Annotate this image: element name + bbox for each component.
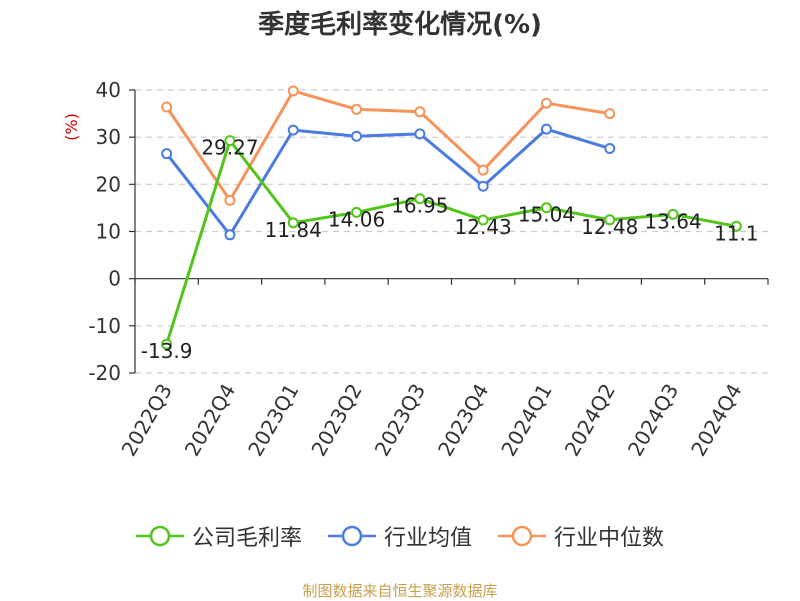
- data-label: 15.04: [518, 203, 575, 227]
- data-label: 16.95: [391, 194, 448, 218]
- x-tick-label: 2022Q4: [180, 380, 240, 461]
- data-point: [351, 130, 363, 142]
- data-point: [477, 214, 489, 226]
- x-tick-label: 2024Q1: [496, 380, 556, 461]
- data-label: 11.1: [714, 221, 759, 245]
- legend-label-industry-mean: 行业均值: [383, 526, 472, 551]
- data-label: 12.43: [455, 215, 512, 239]
- series-0: [161, 135, 742, 350]
- data-point: [477, 180, 489, 192]
- x-tick-label: 2023Q1: [243, 380, 303, 461]
- legend-item-industry-mean[interactable]: 行业均值: [327, 520, 472, 552]
- data-point: [414, 106, 426, 118]
- data-point: [604, 214, 616, 226]
- y-axis-label: (%): [62, 113, 81, 141]
- y-tick-label: -10: [88, 314, 121, 338]
- y-tick-label: 30: [96, 125, 121, 149]
- data-point: [287, 124, 299, 136]
- series-layer: [161, 85, 742, 350]
- data-point: [604, 108, 616, 120]
- data-point: [161, 338, 173, 350]
- y-tick-label: 10: [96, 220, 121, 244]
- data-point: [540, 202, 552, 214]
- data-label: 13.64: [644, 209, 701, 233]
- y-tick-label: -20: [88, 361, 121, 385]
- series-2: [161, 85, 616, 206]
- x-tick-label: 2024Q3: [623, 380, 683, 461]
- data-point: [667, 208, 679, 220]
- legend-swatch-industry-mean: [327, 525, 376, 547]
- x-tick-label: 2023Q2: [306, 380, 366, 461]
- data-point: [224, 229, 236, 241]
- data-label: 12.48: [581, 215, 638, 239]
- data-point: [730, 220, 742, 232]
- data-point: [477, 164, 489, 176]
- legend-marker: [341, 525, 363, 547]
- chart-title: 季度毛利率变化情况(%): [258, 10, 542, 40]
- data-point: [287, 85, 299, 97]
- legend-swatch-company: [135, 525, 184, 547]
- source-note: 制图数据来自恒生聚源数据库: [302, 582, 498, 600]
- x-tick-label: 2023Q4: [433, 380, 493, 461]
- data-point: [414, 193, 426, 205]
- data-point: [604, 142, 616, 154]
- series-line: [165, 139, 737, 345]
- legend-item-industry-median[interactable]: 行业中位数: [498, 520, 664, 552]
- series-line: [165, 89, 610, 202]
- x-tick-label: 2022Q3: [117, 380, 177, 461]
- legend-swatch-industry-median: [498, 525, 546, 547]
- data-point: [351, 103, 363, 115]
- series-line: [165, 127, 611, 237]
- legend-label-company: 公司毛利率: [191, 526, 302, 551]
- data-point: [540, 123, 552, 135]
- x-tick-label: 2024Q2: [560, 380, 620, 461]
- legend-marker: [511, 525, 533, 547]
- legend-label-industry-median: 行业中位数: [554, 526, 665, 551]
- legend-marker: [149, 525, 171, 547]
- data-label: 11.84: [265, 218, 322, 242]
- y-tick-label: 40: [96, 78, 121, 102]
- legend: 公司毛利率 行业均值 行业中位数: [0, 520, 800, 552]
- data-point: [224, 194, 236, 206]
- data-label: 29.27: [201, 136, 258, 160]
- data-point: [161, 148, 173, 160]
- y-tick-label: 0: [108, 267, 121, 291]
- data-point: [540, 97, 552, 109]
- data-point: [351, 206, 363, 218]
- x-tick-label: 2023Q3: [370, 380, 430, 461]
- data-label: 14.06: [328, 207, 385, 231]
- y-tick-label: 20: [96, 172, 121, 196]
- legend-item-company[interactable]: 公司毛利率: [135, 520, 302, 552]
- x-tick-label: 2024Q4: [686, 380, 746, 461]
- data-point: [287, 217, 299, 229]
- data-point: [224, 135, 236, 147]
- data-point: [414, 128, 426, 140]
- series-1: [161, 123, 616, 241]
- data-label: -13.9: [141, 339, 193, 363]
- data-point: [161, 101, 173, 113]
